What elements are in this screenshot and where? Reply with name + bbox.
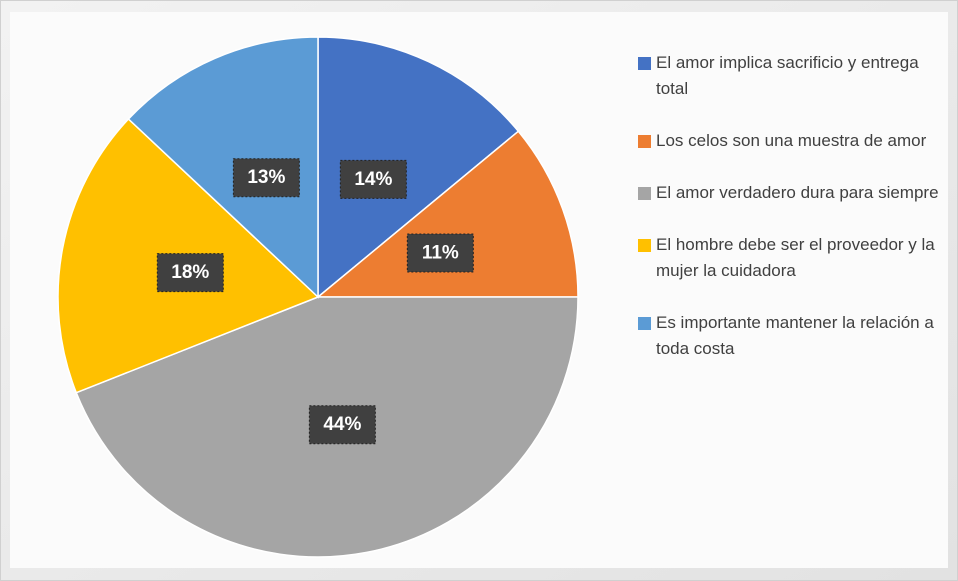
pie-slice bbox=[317, 36, 520, 299]
legend-item: Es importante mantener la relación a tod… bbox=[636, 310, 948, 362]
legend: El amor implica sacrificio y entrega tot… bbox=[636, 50, 948, 388]
legend-item: Los celos son una muestra de amor bbox=[636, 128, 948, 154]
legend-swatch bbox=[638, 317, 651, 330]
data-labels: 14% 11% 44% 18% 13% bbox=[156, 158, 474, 445]
pie-slice bbox=[127, 36, 319, 299]
data-label: 14% bbox=[354, 169, 392, 190]
legend-label: Es importante mantener la relación a tod… bbox=[656, 313, 934, 358]
legend-item: El hombre debe ser el proveedor y la muj… bbox=[636, 232, 948, 284]
data-label-box bbox=[406, 233, 474, 273]
data-label-box bbox=[339, 159, 407, 199]
legend-swatch bbox=[638, 239, 651, 252]
data-label: 11% bbox=[422, 242, 459, 263]
legend-label: Los celos son una muestra de amor bbox=[656, 131, 927, 150]
legend-label: El hombre debe ser el proveedor y la muj… bbox=[656, 235, 935, 280]
data-label-box bbox=[308, 405, 376, 445]
legend-swatch bbox=[638, 135, 651, 148]
legend-label: El amor implica sacrificio y entrega tot… bbox=[656, 53, 919, 98]
data-label: 18% bbox=[171, 262, 209, 283]
slices bbox=[57, 36, 579, 558]
data-label: 44% bbox=[323, 414, 361, 435]
data-label-box bbox=[232, 158, 300, 198]
data-label: 13% bbox=[247, 167, 285, 188]
data-label-box bbox=[156, 253, 224, 293]
legend-swatch bbox=[638, 57, 651, 70]
legend-item: El amor implica sacrificio y entrega tot… bbox=[636, 50, 948, 102]
pie-slice bbox=[315, 130, 579, 298]
legend-label: El amor verdadero dura para siempre bbox=[656, 183, 939, 202]
legend-swatch bbox=[638, 187, 651, 200]
legend-item: El amor verdadero dura para siempre bbox=[636, 180, 948, 206]
